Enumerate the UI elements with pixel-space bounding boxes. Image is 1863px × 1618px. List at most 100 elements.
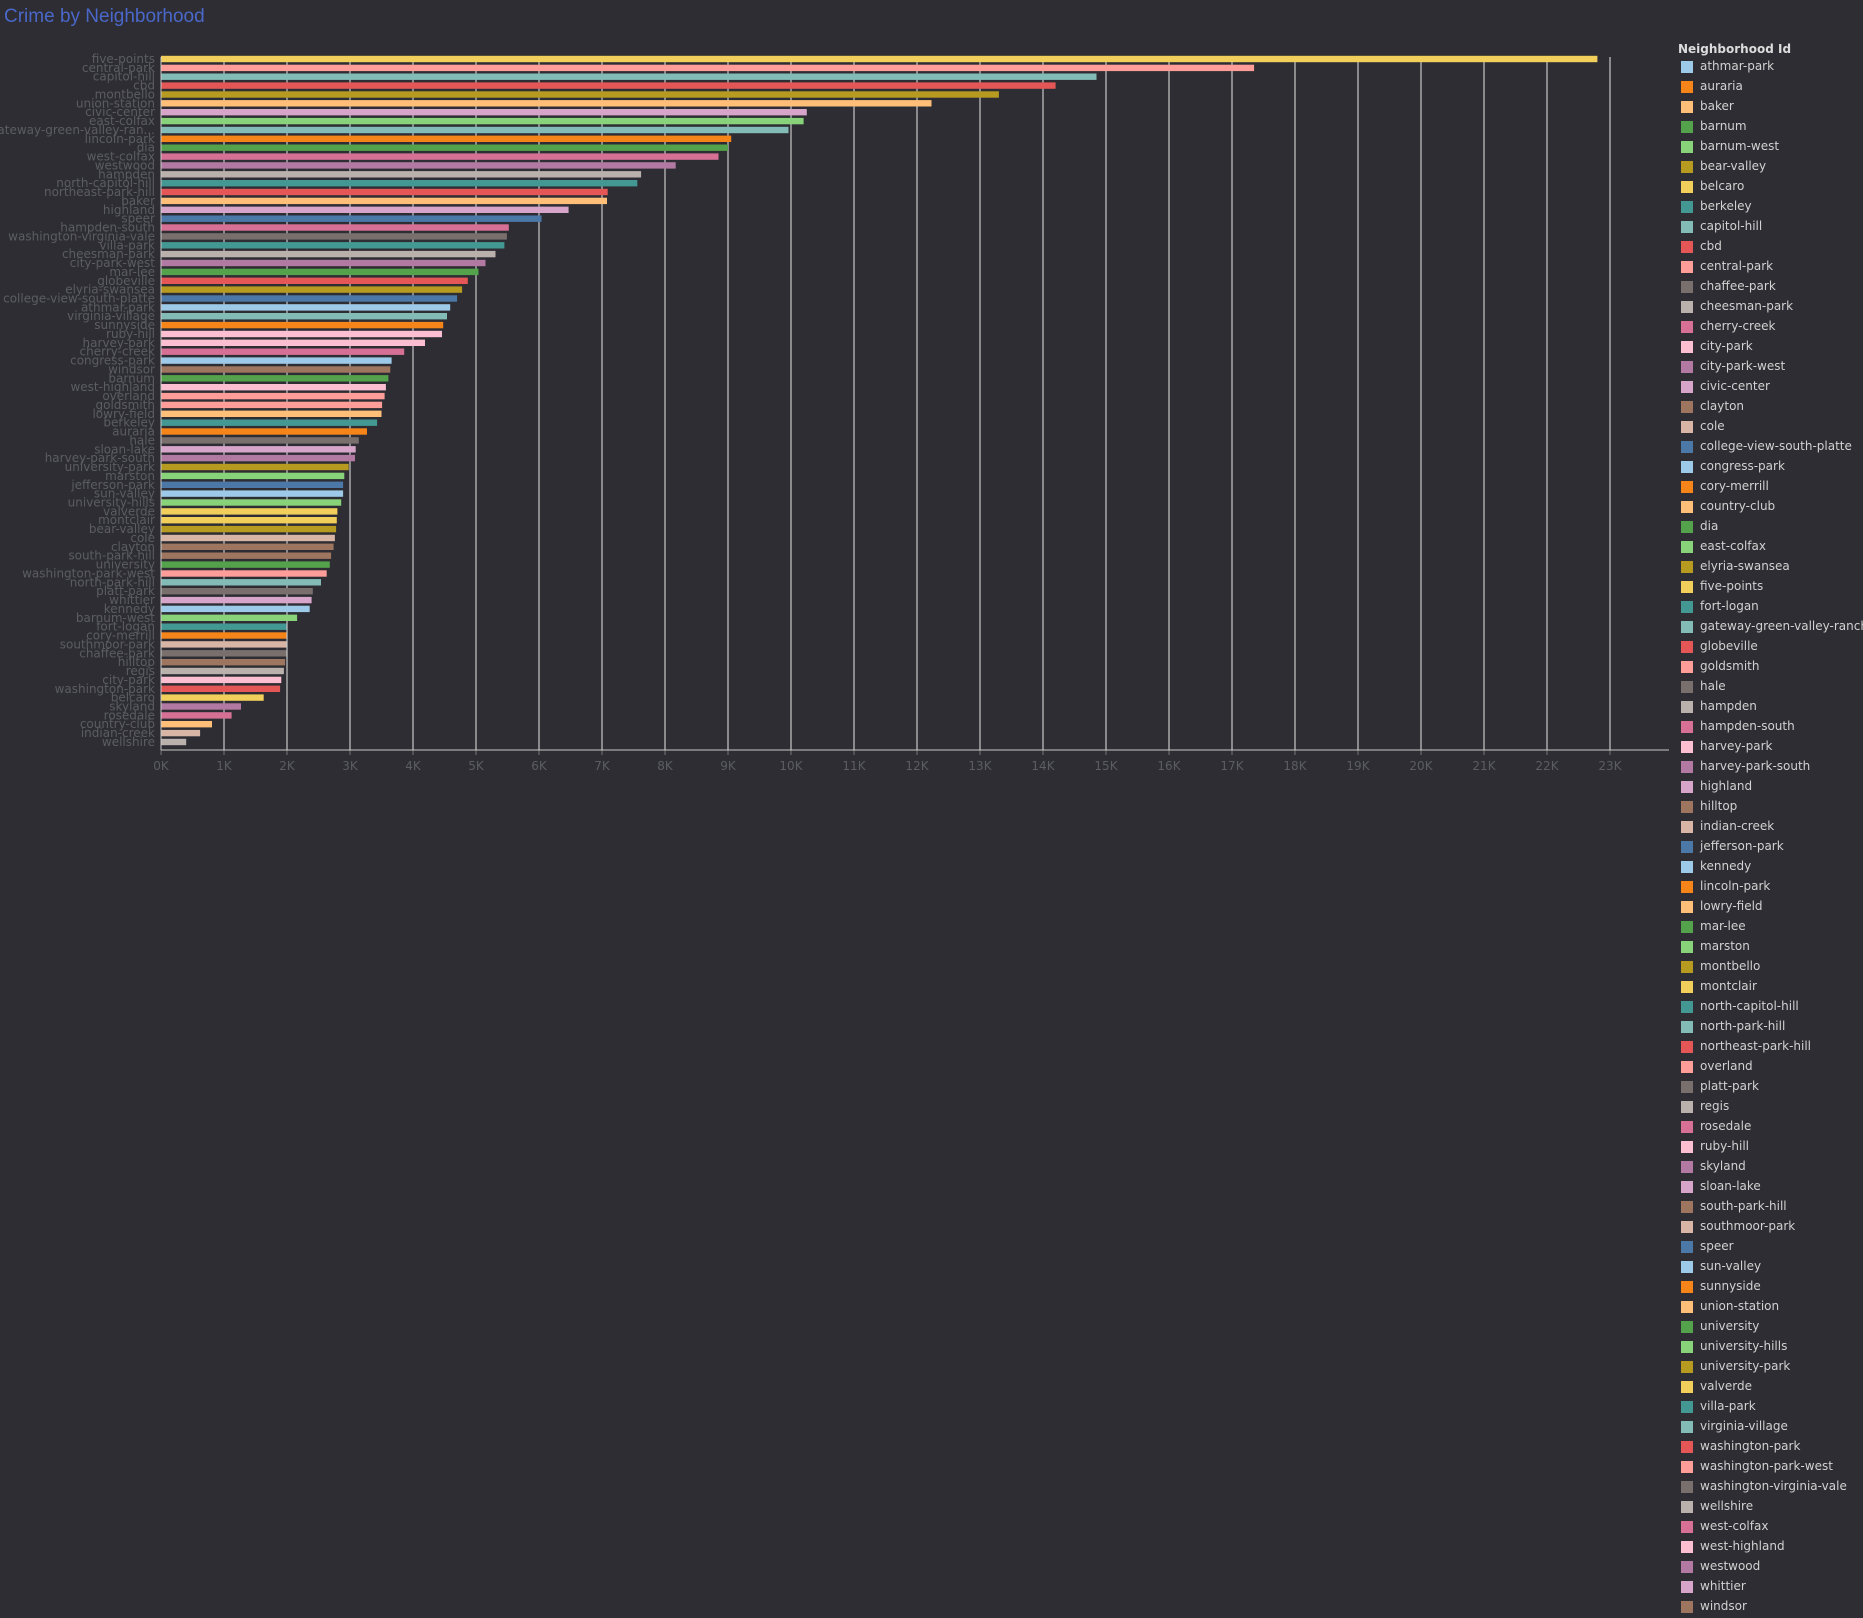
legend-item[interactable]: cheesman-park <box>1678 298 1863 318</box>
bar-cbd[interactable] <box>161 82 1056 89</box>
bar-westwood[interactable] <box>161 162 676 169</box>
bar-valverde[interactable] <box>161 508 338 515</box>
bar-harvey-park-south[interactable] <box>161 454 355 462</box>
bar-athmar-park[interactable] <box>161 304 451 311</box>
bar-sunnyside[interactable] <box>161 321 444 329</box>
legend-item[interactable]: university <box>1678 1318 1863 1338</box>
bar-auraria[interactable] <box>161 428 367 435</box>
bar-montbello[interactable] <box>161 91 999 98</box>
bar-university-hills[interactable] <box>161 499 342 506</box>
bar-northeast-park-hill[interactable] <box>161 188 608 196</box>
legend-item[interactable]: hilltop <box>1678 798 1863 818</box>
bar-west-highland[interactable] <box>161 384 386 391</box>
bar-southmoor-park[interactable] <box>161 641 287 648</box>
bar-union-station[interactable] <box>161 100 932 107</box>
legend-item[interactable]: virginia-village <box>1678 1418 1863 1438</box>
legend-item[interactable]: villa-park <box>1678 1398 1863 1418</box>
legend-item[interactable]: union-station <box>1678 1298 1863 1318</box>
legend-item[interactable]: montclair <box>1678 978 1863 998</box>
legend-item[interactable]: regis <box>1678 1098 1863 1118</box>
bar-country-club[interactable] <box>161 721 212 728</box>
legend-item[interactable]: highland <box>1678 778 1863 798</box>
legend-item[interactable]: capitol-hill <box>1678 218 1863 238</box>
legend-item[interactable]: barnum-west <box>1678 138 1863 158</box>
legend-item[interactable]: central-park <box>1678 258 1863 278</box>
bar-gateway-green-valley-ran[interactable] <box>161 126 789 134</box>
legend-item[interactable]: whittier <box>1678 1578 1863 1598</box>
bar-clayton[interactable] <box>161 543 334 550</box>
legend-item[interactable]: mar-lee <box>1678 918 1863 938</box>
legend-item[interactable]: montbello <box>1678 958 1863 978</box>
legend-item[interactable]: sun-valley <box>1678 1258 1863 1278</box>
legend-item[interactable]: north-park-hill <box>1678 1018 1863 1038</box>
legend-item[interactable]: lincoln-park <box>1678 878 1863 898</box>
legend-item[interactable]: sunnyside <box>1678 1278 1863 1298</box>
bar-berkeley[interactable] <box>161 419 378 426</box>
legend-item[interactable]: windsor <box>1678 1598 1863 1618</box>
legend-item[interactable]: hampden-south <box>1678 718 1863 738</box>
bar-indian-creek[interactable] <box>161 729 201 737</box>
bar-north-park-hill[interactable] <box>161 579 321 586</box>
bar-highland[interactable] <box>161 206 569 213</box>
bar-central-park[interactable] <box>161 64 1255 72</box>
bar-wellshire[interactable] <box>161 738 187 746</box>
legend-item[interactable]: elyria-swansea <box>1678 558 1863 578</box>
legend-item[interactable]: globeville <box>1678 638 1863 658</box>
legend-item[interactable]: north-capitol-hill <box>1678 998 1863 1018</box>
legend-item[interactable]: sloan-lake <box>1678 1178 1863 1198</box>
bar-city-park-west[interactable] <box>161 259 486 267</box>
bar-platt-park[interactable] <box>161 588 313 595</box>
bar-hale[interactable] <box>161 437 359 444</box>
legend-item[interactable]: gateway-green-valley-ranch <box>1678 618 1863 638</box>
legend-item[interactable]: dia <box>1678 518 1863 538</box>
legend-item[interactable]: washington-park <box>1678 1438 1863 1458</box>
bar-barnum-west[interactable] <box>161 614 298 621</box>
legend-item[interactable]: westwood <box>1678 1558 1863 1578</box>
legend-item[interactable]: cbd <box>1678 238 1863 258</box>
bar-barnum[interactable] <box>161 375 389 382</box>
legend-item[interactable]: hale <box>1678 678 1863 698</box>
legend-item[interactable]: west-highland <box>1678 1538 1863 1558</box>
bar-congress-park[interactable] <box>161 357 392 364</box>
legend-item[interactable]: bear-valley <box>1678 158 1863 178</box>
legend-item[interactable]: washington-park-west <box>1678 1458 1863 1478</box>
bar-capitol-hill[interactable] <box>161 73 1097 80</box>
bar-kennedy[interactable] <box>161 605 310 613</box>
bar-washington-park-west[interactable] <box>161 570 327 577</box>
bar-sun-valley[interactable] <box>161 490 344 497</box>
legend-item[interactable]: east-colfax <box>1678 538 1863 558</box>
legend-item[interactable]: barnum <box>1678 118 1863 138</box>
legend-item[interactable]: harvey-park <box>1678 738 1863 758</box>
bar-south-park-hill[interactable] <box>161 552 332 559</box>
legend-item[interactable]: athmar-park <box>1678 58 1863 78</box>
legend-item[interactable]: clayton <box>1678 398 1863 418</box>
legend-item[interactable]: kennedy <box>1678 858 1863 878</box>
bar-cory-merrill[interactable] <box>161 632 287 639</box>
legend-item[interactable]: indian-creek <box>1678 818 1863 838</box>
bar-harvey-park[interactable] <box>161 339 425 346</box>
legend-item[interactable]: chaffee-park <box>1678 278 1863 298</box>
legend-item[interactable]: cory-merrill <box>1678 478 1863 498</box>
legend-item[interactable]: belcaro <box>1678 178 1863 198</box>
bar-five-points[interactable] <box>161 55 1598 63</box>
bar-skyland[interactable] <box>161 703 241 710</box>
bar-cherry-creek[interactable] <box>161 348 405 355</box>
bar-belcaro[interactable] <box>161 694 264 701</box>
legend-item[interactable]: five-points <box>1678 578 1863 598</box>
bar-ruby-hill[interactable] <box>161 330 442 338</box>
bar-north-capitol-hill[interactable] <box>161 180 638 187</box>
bar-cheesman-park[interactable] <box>161 250 496 258</box>
bar-mar-lee[interactable] <box>161 268 479 276</box>
bar-fort-logan[interactable] <box>161 623 287 630</box>
bar-lowry-field[interactable] <box>161 410 382 417</box>
bar-hilltop[interactable] <box>161 659 286 666</box>
legend-item[interactable]: southmoor-park <box>1678 1218 1863 1238</box>
bar-city-park[interactable] <box>161 676 282 684</box>
bar-jefferson-park[interactable] <box>161 481 344 488</box>
legend-item[interactable]: country-club <box>1678 498 1863 518</box>
legend-item[interactable]: speer <box>1678 1238 1863 1258</box>
bar-bear-valley[interactable] <box>161 525 337 533</box>
legend-item[interactable]: ruby-hill <box>1678 1138 1863 1158</box>
bar-washington-virginia-vale[interactable] <box>161 233 507 240</box>
legend-item[interactable]: fort-logan <box>1678 598 1863 618</box>
